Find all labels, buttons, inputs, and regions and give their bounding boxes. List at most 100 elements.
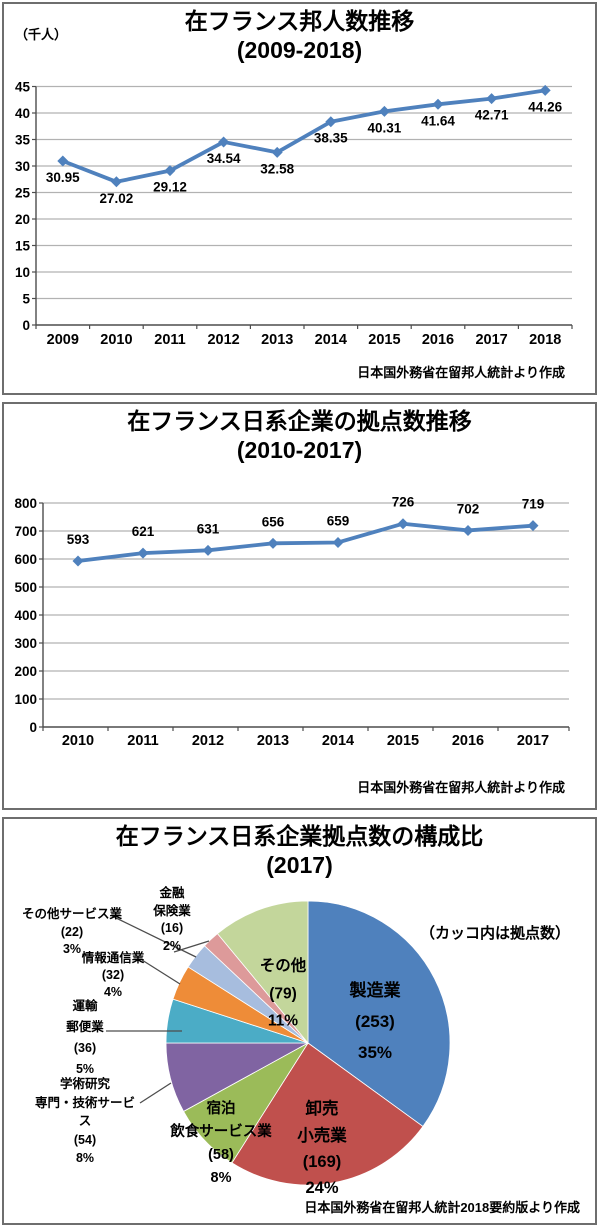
residents-line-chart: 0 5 10 15 20 25 30 35 40 45 2009 2010 2011 2012 2013 20… — [15, 80, 573, 348]
data-point-marker — [486, 93, 498, 105]
pie-inside-label: 宿泊 — [207, 1099, 236, 1117]
x-tick-label: 2014 — [315, 332, 347, 348]
pie-external-label: 金融 保険業 (16) 2% — [153, 886, 191, 953]
data-point-marker — [397, 518, 409, 530]
y-tick-label: 500 — [14, 580, 37, 595]
pie-chart-source: 日本国外務省在留邦人統計2018要約版より作成 — [304, 1200, 580, 1215]
pie-inside-label: 8% — [211, 1170, 232, 1186]
data-point-marker — [202, 544, 214, 556]
data-point-marker — [267, 537, 279, 549]
data-label: 656 — [262, 514, 285, 529]
pie-inside-label: (79) — [269, 986, 297, 1003]
data-label: 593 — [67, 532, 90, 547]
y-tick-label: 20 — [15, 212, 30, 227]
data-label: 42.71 — [475, 108, 509, 123]
x-tick-label: 2012 — [192, 733, 224, 749]
data-label: 44.26 — [528, 99, 562, 114]
x-tick-label: 2012 — [207, 332, 239, 348]
x-tick-label: 2015 — [368, 332, 400, 348]
y-tick-label: 10 — [15, 265, 30, 280]
data-point-marker — [462, 524, 474, 536]
pie-external-label: 運輸 郵便業 (36) 5% — [66, 999, 104, 1076]
data-point-marker — [325, 116, 337, 128]
y-tick-label: 200 — [14, 664, 37, 679]
y-tick-label: 45 — [15, 80, 31, 95]
locations-chart-title-line1: 在フランス日系企業の拠点数推移 — [127, 408, 472, 434]
y-tick-label: 0 — [22, 318, 30, 333]
locations-chart-title: 在フランス日系企業の拠点数推移 (2010-2017) — [4, 407, 595, 465]
y-tick-label: 600 — [14, 552, 37, 567]
y-tick-label: 25 — [15, 186, 31, 201]
data-point-marker — [110, 176, 122, 188]
data-point-marker — [164, 165, 176, 177]
x-tick-label: 2010 — [100, 332, 132, 348]
data-label: 34.54 — [207, 151, 241, 166]
x-tick-label: 2009 — [47, 332, 79, 348]
pie-slice — [216, 900, 309, 1045]
y-tick-label: 700 — [14, 524, 37, 539]
pie-note-parentheses: （カッコ内は拠点数） — [419, 925, 570, 942]
pie-external-label: その他サービス業 (22) 3% — [21, 907, 123, 956]
data-point-marker — [72, 555, 84, 567]
data-point-marker — [432, 98, 444, 110]
data-label: 719 — [522, 497, 545, 512]
pie-inside-label: (58) — [208, 1147, 234, 1163]
x-tick-label: 2018 — [529, 332, 561, 348]
composition-pie-panel: 在フランス日系企業拠点数の構成比 (2017) （カッコ内は拠点数） 製造業 (2… — [2, 817, 597, 1225]
x-tick-label: 2010 — [62, 733, 94, 749]
x-tick-label: 2017 — [517, 733, 549, 749]
residents-chart-title: 在フランス邦人数推移 (2009-2018) — [4, 7, 595, 65]
locations-chart-title-line2: (2010-2017) — [236, 437, 363, 463]
residents-chart-title-line2: (2009-2018) — [236, 37, 363, 63]
pie-inside-label: 小売業 — [297, 1125, 347, 1145]
pie-slice — [231, 1042, 424, 1186]
residents-chart-panel: 在フランス邦人数推移 (2009-2018) （千人） 0 5 10 15 20 25 30… — [2, 2, 597, 395]
pie-inside-label: 35% — [358, 1043, 392, 1062]
pie-inside-label: 飲食サービス業 — [169, 1122, 272, 1140]
pie-inside-label: (253) — [355, 1012, 395, 1031]
y-tick-label: 15 — [15, 239, 31, 254]
data-point-marker — [271, 146, 283, 158]
pie-leader-line — [139, 1082, 172, 1104]
data-point-marker — [218, 136, 230, 148]
x-tick-label: 2016 — [452, 733, 484, 749]
y-tick-label: 800 — [14, 496, 37, 511]
pie-chart-title: 在フランス日系企業拠点数の構成比 (2017) — [4, 822, 595, 880]
pie-slice — [307, 900, 451, 1128]
y-tick-label: 30 — [15, 159, 30, 174]
data-label: 29.12 — [153, 180, 187, 195]
pie-inside-label: その他 — [260, 956, 307, 975]
residents-chart-source: 日本国外務省在留邦人統計より作成 — [357, 365, 565, 380]
pie-chart-title-line1: 在フランス日系企業拠点数の構成比 — [115, 823, 484, 849]
pie-leader-line — [173, 940, 210, 953]
data-point-marker — [378, 105, 390, 117]
locations-line-chart: 0 100 200 300 400 500 600 700 800 2010 2011 2012 201… — [14, 495, 570, 749]
data-label: 41.64 — [421, 113, 455, 128]
x-tick-label: 2016 — [422, 332, 454, 348]
data-label: 32.58 — [260, 161, 294, 176]
y-tick-label: 400 — [14, 608, 37, 623]
y-tick-label: 300 — [14, 636, 37, 651]
y-axis-unit-label: （千人） — [15, 27, 68, 42]
pie-external-label: 情報通信業 (32) 4% — [81, 951, 145, 999]
data-label: 631 — [197, 521, 220, 536]
x-tick-label: 2013 — [257, 733, 289, 749]
data-line — [77, 521, 534, 563]
data-point-marker — [57, 155, 69, 167]
data-label: 621 — [132, 524, 155, 539]
data-point-marker — [332, 536, 344, 548]
y-tick-label: 0 — [29, 720, 37, 735]
data-label: 726 — [392, 495, 415, 510]
pie-chart-title-line2: (2017) — [266, 852, 333, 878]
residents-chart-title-line1: 在フランス邦人数推移 — [184, 8, 415, 34]
locations-chart-source: 日本国外務省在留邦人統計より作成 — [357, 780, 565, 795]
data-point-marker — [527, 520, 539, 532]
y-tick-label: 40 — [15, 106, 30, 121]
data-label: 659 — [327, 513, 350, 528]
data-line — [62, 88, 546, 184]
data-label: 38.35 — [314, 131, 348, 146]
pie-inside-label: 24% — [305, 1179, 338, 1197]
y-tick-label: 100 — [14, 692, 37, 707]
data-label: 27.02 — [100, 191, 134, 206]
